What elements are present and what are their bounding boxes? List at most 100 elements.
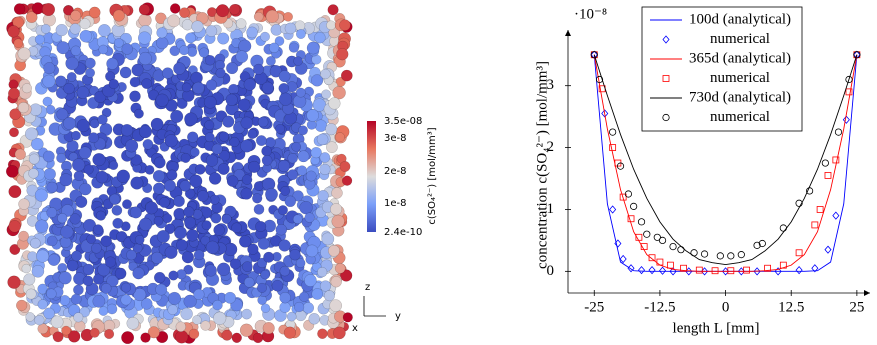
particle: [162, 68, 173, 79]
particle: [335, 133, 344, 142]
particle: [71, 251, 81, 261]
particle: [26, 289, 36, 299]
particle: [19, 231, 29, 241]
particle: [83, 264, 94, 275]
particle: [226, 94, 238, 106]
particle: [206, 155, 218, 167]
legend: 100d (analytical)numerical365d (analytic…: [642, 7, 802, 131]
particle: [88, 133, 98, 143]
marker: [609, 129, 615, 135]
particle: [189, 329, 199, 339]
particle: [205, 120, 215, 130]
marker: [717, 253, 723, 259]
marker: [660, 267, 666, 274]
particle: [66, 57, 79, 70]
particle: [159, 197, 169, 207]
particle: [29, 168, 39, 178]
particle: [71, 46, 81, 56]
particle: [285, 196, 296, 207]
particle: [244, 277, 254, 287]
particle: [93, 225, 103, 235]
particle: [232, 333, 242, 343]
particle: [332, 215, 345, 228]
particle: [252, 193, 262, 203]
particle: [326, 21, 335, 30]
particle: [19, 199, 30, 210]
marker: [610, 206, 616, 213]
particle: [85, 58, 95, 68]
particle: [330, 203, 342, 215]
particle: [190, 148, 199, 157]
particle: [256, 135, 266, 145]
particle: [226, 62, 238, 74]
particle: [192, 21, 204, 33]
particle: [18, 102, 29, 113]
particle: [139, 125, 152, 138]
marker: [728, 253, 734, 259]
particle: [258, 238, 270, 250]
particle: [217, 263, 230, 276]
particle: [154, 157, 165, 168]
figure: 3.5e-08 3e-8 2e-8 1e-8 2.4e-10 c(SO₄²⁻) …: [0, 0, 877, 345]
marker: [822, 160, 828, 166]
particle: [309, 313, 320, 324]
marker: [744, 267, 750, 273]
particle: [113, 218, 123, 228]
particle: [71, 131, 80, 140]
arrow: [864, 290, 870, 296]
particle: [170, 110, 183, 123]
particle: [44, 62, 56, 74]
marker: [678, 246, 684, 252]
particle: [47, 236, 57, 246]
particle: [122, 44, 133, 55]
particle: [77, 86, 89, 98]
colorbar-label: 3e-8: [384, 133, 407, 144]
particle: [44, 168, 56, 180]
particle: [304, 274, 316, 286]
particle: [14, 39, 23, 48]
particle: [42, 3, 55, 16]
particle: [105, 257, 116, 268]
particle: [253, 333, 263, 343]
particle: [279, 83, 289, 93]
marker: [701, 251, 707, 257]
particle: [266, 10, 279, 23]
particle: [328, 5, 339, 16]
particle: [276, 224, 287, 235]
particle: [61, 226, 74, 239]
particle: [29, 154, 39, 164]
particle: [339, 20, 350, 31]
particle: [182, 251, 194, 263]
particle: [101, 283, 111, 293]
particle: [156, 284, 167, 295]
particle: [241, 117, 253, 129]
particle: [306, 245, 318, 257]
particle: [248, 161, 260, 173]
particle: [135, 235, 144, 244]
particle: [43, 75, 56, 88]
particle: [120, 67, 131, 78]
x-tick-label: 12.5: [778, 299, 804, 315]
marker: [691, 250, 697, 256]
colorbar-label: 2e-8: [384, 166, 407, 177]
particle: [36, 250, 49, 263]
particle: [303, 302, 314, 313]
marker: [696, 267, 702, 273]
marker: [667, 262, 673, 268]
particle: [121, 331, 133, 343]
particle: [315, 120, 327, 132]
particle: [204, 96, 216, 108]
particle: [168, 305, 178, 315]
particle: [121, 283, 130, 292]
particle: [269, 43, 279, 53]
particle: [294, 57, 303, 66]
particle: [238, 99, 250, 111]
particle: [168, 292, 181, 305]
particle: [197, 190, 208, 201]
marker: [843, 116, 849, 123]
particle: [80, 19, 91, 30]
particle: [317, 329, 327, 339]
particle: [48, 254, 60, 266]
particle: [288, 170, 298, 180]
particle: [99, 306, 108, 315]
